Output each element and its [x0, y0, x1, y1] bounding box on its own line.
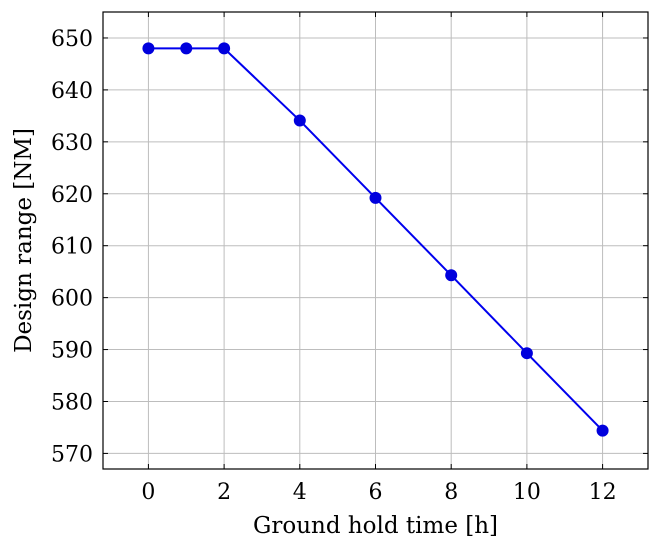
grid: [103, 12, 648, 469]
y-tick-label: 610: [51, 235, 93, 260]
data-point: [293, 114, 306, 127]
data-point: [142, 42, 155, 55]
data-points: [142, 42, 609, 437]
data-point: [369, 191, 382, 204]
data-point: [445, 269, 458, 282]
x-axis-label: Ground hold time [h]: [253, 513, 498, 539]
tick-labels: 0 2 4 6 8 10 12 570 580 590 600 610 620 630 640 650: [51, 27, 617, 505]
x-tick-label: 8: [444, 480, 458, 505]
ticks: [103, 12, 648, 469]
x-tick-label: 12: [589, 480, 617, 505]
x-tick-label: 4: [293, 480, 307, 505]
y-tick-label: 590: [51, 339, 93, 364]
x-tick-label: 2: [217, 480, 231, 505]
y-tick-label: 570: [51, 442, 93, 467]
data-point: [218, 42, 231, 55]
y-tick-label: 620: [51, 183, 93, 208]
data-point: [180, 42, 193, 55]
data-point: [596, 424, 609, 437]
x-tick-label: 0: [141, 480, 155, 505]
data-point: [520, 347, 533, 360]
y-tick-label: 580: [51, 390, 93, 415]
x-tick-label: 10: [513, 480, 541, 505]
y-tick-label: 630: [51, 131, 93, 156]
y-tick-label: 640: [51, 79, 93, 104]
y-tick-label: 650: [51, 27, 93, 52]
plot-frame: [102, 11, 649, 470]
x-tick-label: 6: [369, 480, 383, 505]
y-tick-label: 600: [51, 287, 93, 312]
series-line: [148, 47, 604, 432]
y-axis-label: Design range [NM]: [11, 128, 37, 353]
